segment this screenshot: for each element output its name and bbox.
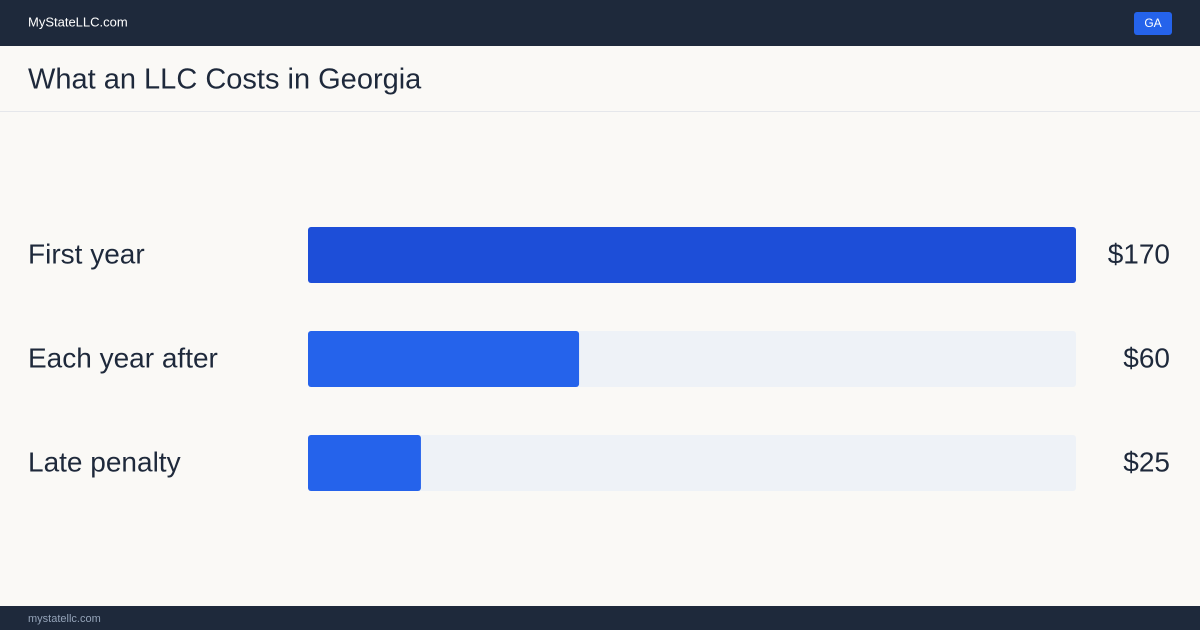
category-label: Each year after <box>28 342 218 373</box>
chart-title: What an LLC Costs in Georgia <box>28 64 422 96</box>
value-label: $25 <box>1123 446 1170 477</box>
bar <box>308 435 421 491</box>
category-label: Late penalty <box>28 446 181 477</box>
value-label: $170 <box>1108 238 1170 269</box>
footer-bar <box>0 606 1200 630</box>
state-badge-text[interactable]: GA <box>1144 16 1161 30</box>
site-name[interactable]: MyStateLLC.com <box>28 14 128 29</box>
top-bar <box>0 0 1200 46</box>
value-label: $60 <box>1123 342 1170 373</box>
category-label: First year <box>28 238 145 269</box>
bar-track <box>308 435 1076 491</box>
state-badge[interactable] <box>1134 12 1172 35</box>
bar <box>308 227 1076 283</box>
footer-site[interactable]: mystatellc.com <box>28 613 101 625</box>
bar <box>308 331 580 387</box>
